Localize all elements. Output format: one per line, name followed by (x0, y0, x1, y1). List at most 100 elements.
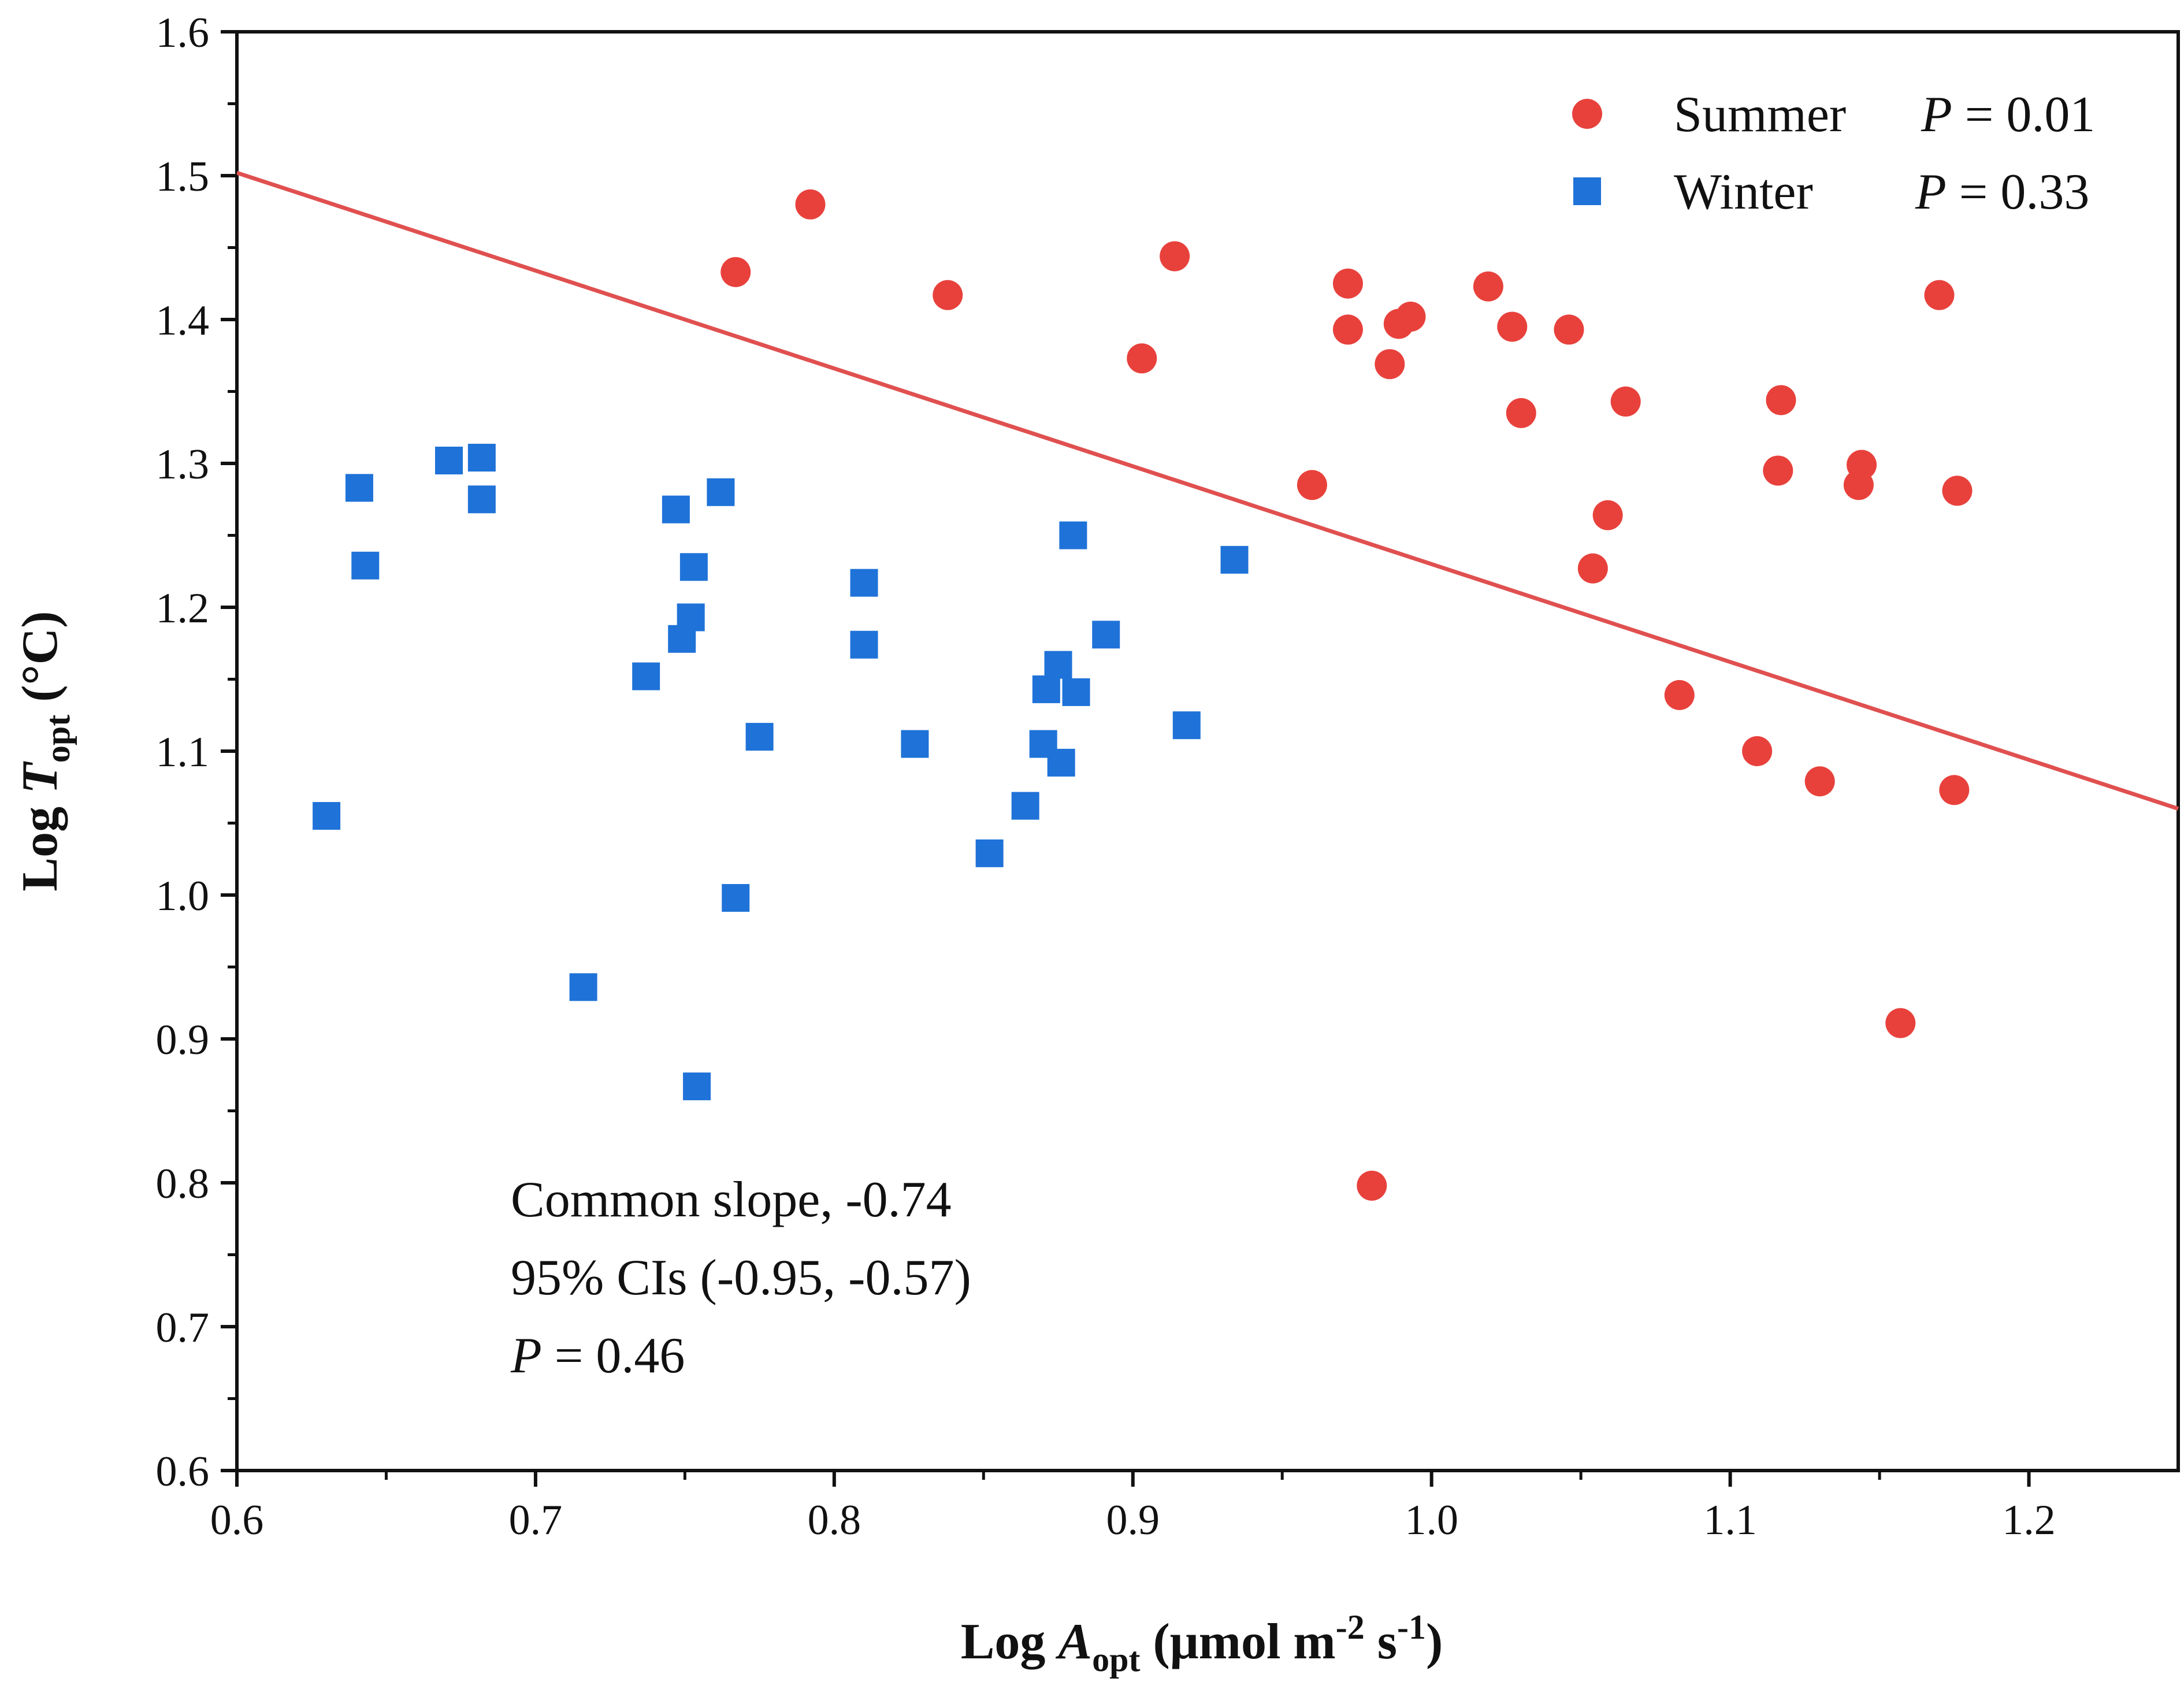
x-axis-title-sup2: -1 (1397, 1608, 1426, 1646)
summer-data-point (1847, 450, 1877, 480)
winter-data-point (1220, 545, 1249, 574)
y-tick-label: 0.7 (156, 1304, 210, 1352)
y-axis-title-sub: opt (39, 715, 77, 763)
summer-data-point (720, 257, 751, 287)
x-tick-label: 0.8 (808, 1497, 861, 1544)
y-tick-label: 1.1 (156, 729, 210, 776)
summer-data-point (1554, 314, 1584, 345)
slope-annotation: Common slope, -0.74 95% CIs (-0.95, -0.5… (510, 1172, 971, 1384)
summer-data-point (1395, 302, 1426, 332)
summer-data-point (1506, 398, 1536, 428)
y-tick-label: 1.6 (156, 9, 210, 57)
annotation-common-slope: Common slope, -0.74 (511, 1172, 952, 1228)
summer-data-point (1375, 349, 1405, 380)
y-axis-title-var: T (12, 761, 68, 794)
winter-data-point (345, 474, 373, 502)
x-axis-ticks: 0.6 0.7 0.8 0.9 1.0 1.1 1.2 (210, 1471, 2056, 1544)
summer-data-point (1763, 455, 1793, 486)
x-tick-label: 1.1 (1703, 1497, 1757, 1544)
summer-data-point (1766, 385, 1796, 415)
common-slope-fit-line (236, 170, 2179, 811)
summer-data-point (1577, 553, 1608, 584)
annotation-confidence-interval: 95% CIs (-0.95, -0.57) (511, 1250, 971, 1306)
legend-winter-label: Winter (1674, 164, 1813, 220)
y-tick-label: 1.3 (156, 441, 210, 488)
legend-summer-marker (1572, 99, 1602, 129)
summer-data-point (1297, 470, 1327, 500)
winter-data-point (679, 553, 708, 581)
y-tick-label: 0.6 (156, 1448, 210, 1495)
y-tick-label: 0.9 (156, 1016, 210, 1064)
summer-data-point (1610, 386, 1641, 417)
winter-data-point (850, 569, 878, 597)
winter-data-point (745, 723, 774, 751)
x-tick-label: 1.0 (1405, 1497, 1458, 1544)
x-tick-label: 0.9 (1106, 1497, 1160, 1544)
winter-data-point (351, 551, 380, 580)
winter-data-point (569, 973, 597, 1001)
y-axis-ticks: 0.6 0.7 0.8 0.9 1.0 1.1 1.2 1.3 1.4 1.5 1.6 (156, 9, 237, 1495)
summer-data-point (1160, 241, 1190, 272)
winter-data-point (1047, 748, 1075, 777)
y-tick-label: 1.0 (156, 873, 210, 920)
summer-data-point (1332, 314, 1363, 345)
summer-data-point (1332, 268, 1363, 299)
x-axis-title-unit-open: (μmol m (1140, 1614, 1335, 1670)
y-tick-label: 1.5 (156, 153, 210, 201)
y-axis-title-prefix: Log (12, 794, 68, 892)
winter-data-point (722, 883, 750, 912)
x-tick-label: 0.7 (509, 1497, 563, 1544)
summer-data-point (1357, 1170, 1387, 1201)
summer-data-point (1664, 680, 1695, 710)
legend-winter-p: P = 0.33 (1915, 164, 2089, 220)
y-tick-label: 1.4 (156, 297, 210, 344)
winter-data-point (1059, 521, 1087, 550)
winter-data-point (901, 730, 929, 758)
winter-data-point (677, 603, 705, 632)
legend: Summer P = 0.01 Winter P = 0.33 (1572, 87, 2095, 220)
winter-data-point (683, 1072, 711, 1101)
winter-data-point (975, 839, 1004, 867)
data-points (313, 189, 1973, 1201)
legend-summer-label: Summer (1674, 87, 1846, 143)
x-axis-title-unit-mid: s (1365, 1614, 1397, 1670)
winter-data-point (1011, 792, 1039, 820)
y-axis-title: Log Topt (°C) (12, 611, 77, 891)
summer-data-point (1742, 736, 1773, 766)
x-axis-title: Log Aopt (μmol m-2 s-1) (961, 1608, 1443, 1679)
winter-data-point (313, 802, 341, 830)
x-tick-label: 1.2 (2002, 1497, 2056, 1544)
summer-data-point (1592, 500, 1623, 530)
winter-data-point (1062, 678, 1090, 706)
y-axis-title-unit: (°C) (12, 611, 68, 714)
winter-data-point (850, 630, 878, 659)
summer-data-point (1804, 766, 1835, 797)
winter-data-point (1032, 675, 1060, 703)
summer-data-point (1885, 1008, 1916, 1038)
x-axis-title-prefix: Log (961, 1614, 1058, 1670)
x-axis-title-unit-close: ) (1426, 1614, 1443, 1670)
winter-data-point (467, 485, 496, 514)
winter-data-point (467, 444, 496, 472)
winter-data-point (662, 495, 690, 524)
winter-data-point (1172, 711, 1201, 740)
summer-data-point (1473, 271, 1503, 302)
summer-data-point (795, 189, 826, 220)
x-axis-title-var: A (1055, 1614, 1092, 1670)
x-tick-label: 0.6 (210, 1497, 264, 1544)
summer-data-point (1127, 343, 1157, 374)
summer-data-point (1497, 311, 1528, 342)
x-axis-title-sup1: -2 (1336, 1608, 1365, 1646)
annotation-p-value: P = 0.46 (510, 1328, 685, 1384)
y-tick-label: 0.8 (156, 1160, 210, 1208)
winter-data-point (707, 478, 735, 506)
summer-data-point (933, 280, 963, 310)
legend-winter-marker (1573, 177, 1601, 205)
summer-data-point (1942, 476, 1973, 506)
x-axis-title-sub: opt (1092, 1640, 1140, 1679)
summer-data-point (1939, 775, 1970, 805)
winter-data-point (1092, 621, 1120, 649)
winter-data-point (632, 662, 660, 690)
winter-data-point (435, 447, 463, 475)
